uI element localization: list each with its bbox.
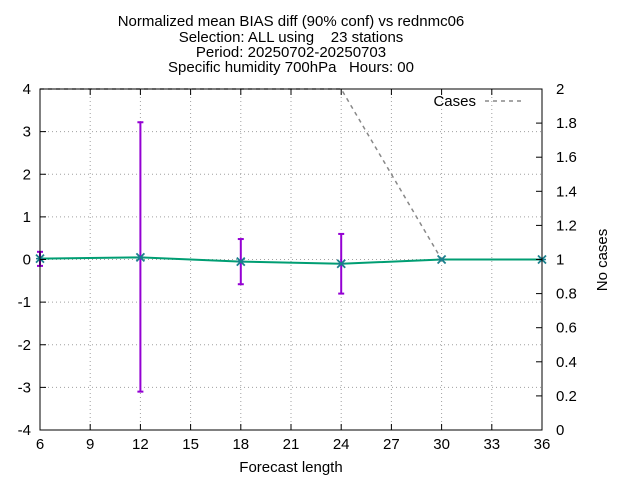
bias-point-30: [436, 254, 447, 265]
y2-tick-label-1.4: 1.4: [556, 183, 577, 200]
legend: Cases: [433, 93, 522, 110]
x-tick-label-6: 6: [36, 436, 44, 453]
x-tick-label-33: 33: [483, 436, 500, 453]
y2-tick-label-0.4: 0.4: [556, 354, 577, 371]
x-tick-label-27: 27: [383, 436, 400, 453]
y2-tick-label-0.2: 0.2: [556, 388, 577, 405]
chart-title: Normalized mean BIAS diff (90% conf) vs …: [118, 13, 465, 76]
x-tick-label-9: 9: [86, 436, 94, 453]
y-tick-label-3: 3: [23, 124, 31, 141]
x-tick-label-15: 15: [182, 436, 199, 453]
y-tick-label--3: -3: [18, 379, 31, 396]
grid: [40, 89, 542, 430]
y-tick-label--1: -1: [18, 294, 31, 311]
y2-tick-label-1.2: 1.2: [556, 217, 577, 234]
y-tick-label-2: 2: [23, 166, 31, 183]
x-axis-label: Forecast length: [239, 459, 342, 476]
x-tick-label-18: 18: [232, 436, 249, 453]
x-tick-label-12: 12: [132, 436, 149, 453]
y2-tick-label-0.8: 0.8: [556, 286, 577, 303]
bias-line: [39, 256, 542, 265]
x-tick-label-30: 30: [433, 436, 450, 453]
title-line-2: Selection: ALL using 23 stations: [179, 29, 404, 46]
bias-point-18: [236, 256, 246, 267]
x-axis-ticks: 6 9 12 15 18 21 24 27 30 33 36: [36, 89, 551, 453]
legend-label-cases: Cases: [433, 93, 476, 110]
bias-point-24: [336, 259, 346, 269]
y2-tick-label-2: 2: [556, 81, 564, 98]
y-tick-label--4: -4: [18, 422, 31, 439]
y2-tick-label-0.6: 0.6: [556, 320, 577, 337]
y2-tick-label-1.6: 1.6: [556, 149, 577, 166]
title-line-3: Period: 20250702-20250703: [196, 44, 386, 61]
y2-tick-label-1.8: 1.8: [556, 115, 577, 132]
title-line-1: Normalized mean BIAS diff (90% conf) vs …: [118, 13, 465, 30]
x-tick-label-21: 21: [283, 436, 300, 453]
y-tick-label-0: 0: [23, 252, 31, 269]
y-tick-label-1: 1: [23, 209, 31, 226]
y2-tick-label-1: 1: [556, 252, 564, 269]
x-tick-label-36: 36: [534, 436, 551, 453]
bias-point-12: [135, 252, 146, 263]
y2-axis-ticks: 2 1.8 1.6 1.4 1.2 1 0.8 0.6 0.4 0.2 0: [536, 81, 577, 439]
y-tick-label-4: 4: [23, 81, 31, 98]
title-line-4: Specific humidity 700hPa Hours: 00: [168, 59, 414, 76]
x-tick-label-24: 24: [333, 436, 350, 453]
y-tick-label--2: -2: [18, 337, 31, 354]
y2-axis-label: No cases: [594, 229, 611, 292]
bias-polyline: [39, 256, 542, 265]
y2-tick-label-0: 0: [556, 422, 564, 439]
y-axis-ticks: 4 3 2 1 0 -1 -2 -3 -4: [18, 81, 46, 439]
